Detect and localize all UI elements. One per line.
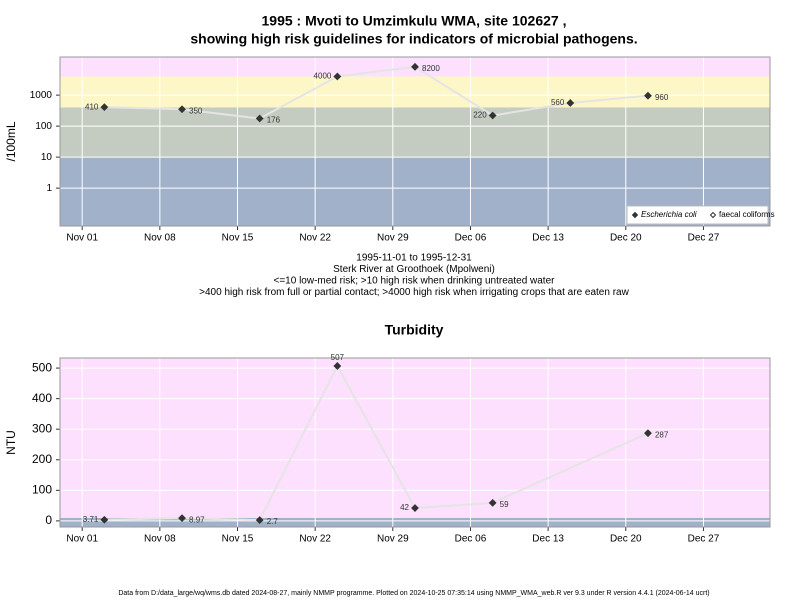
x-tick-label: Nov 22 (299, 233, 331, 244)
x-tick-label: Nov 08 (144, 534, 176, 545)
plot-frame (59, 56, 771, 227)
risk-band (60, 517, 770, 527)
legend-marker (709, 211, 717, 219)
value-label: 220 (473, 111, 487, 120)
data-point (411, 62, 419, 71)
y-axis-label: NTU (4, 430, 18, 455)
x-tick-label: Nov 01 (66, 233, 98, 244)
value-label: 42 (400, 503, 409, 512)
x-tick-label: Dec 20 (610, 233, 642, 244)
x-tick-label: Dec 20 (610, 534, 642, 545)
x-tick-label: Nov 15 (222, 233, 254, 244)
data-point (333, 72, 342, 81)
data-point (411, 504, 419, 512)
chart-title: showing high risk guidelines for indicat… (190, 31, 637, 47)
legend-label: Escherichia coli (641, 210, 697, 219)
chart-title: 1995 : Mvoti to Umzimkulu WMA, site 1026… (262, 13, 567, 29)
y-tick-label: 100 (32, 482, 52, 496)
x-tick-label: Dec 06 (455, 233, 487, 244)
data-point (178, 514, 186, 523)
note: Sterk River at Groothoek (Mpolweni) (333, 264, 495, 275)
legend-label: faecal coliforms (719, 210, 775, 219)
value-label: 960 (655, 93, 669, 102)
data-point (644, 91, 652, 100)
y-tick-label: 10 (41, 152, 53, 163)
value-label: 410 (85, 102, 99, 111)
legend-marker (631, 211, 639, 219)
x-tick-label: Nov 15 (222, 534, 254, 545)
note: 1995-11-01 to 1995-12-31 (356, 253, 472, 264)
data-point (488, 498, 497, 507)
x-tick-label: Nov 22 (299, 534, 331, 545)
data-point (178, 105, 186, 114)
y-tick-label: 0 (45, 513, 52, 527)
footer: Data from D:/data_large/wq/wms.db dated … (118, 590, 709, 597)
data-point (255, 114, 264, 123)
value-label: 8.97 (189, 515, 205, 524)
value-label: 350 (189, 106, 203, 115)
value-label: 2.7 (267, 517, 279, 526)
value-label: 560 (551, 98, 565, 107)
value-label: 287 (655, 430, 669, 439)
data-point (644, 429, 652, 438)
plot-frame (59, 357, 771, 528)
data-point (255, 516, 264, 524)
value-label: 3.71 (83, 515, 99, 524)
x-tick-label: Dec 27 (688, 534, 720, 545)
x-tick-label: Nov 29 (377, 534, 409, 545)
risk-band (60, 107, 770, 158)
x-tick-label: Dec 13 (532, 233, 564, 244)
data-point (566, 99, 575, 107)
value-label: 507 (331, 353, 345, 362)
value-label: 176 (267, 116, 281, 125)
legend-box (626, 205, 769, 225)
x-tick-label: Dec 27 (688, 233, 720, 244)
x-tick-label: Dec 06 (455, 534, 487, 545)
y-axis-label: /100mL (4, 121, 18, 161)
data-point (100, 515, 109, 524)
risk-band (60, 76, 770, 108)
y-tick-label: 400 (32, 391, 52, 405)
y-tick-label: 100 (35, 121, 52, 132)
y-tick-label: 500 (32, 360, 52, 374)
x-tick-label: Nov 29 (377, 233, 409, 244)
value-label: 59 (500, 500, 509, 509)
y-tick-label: 1000 (30, 90, 53, 101)
risk-band (60, 358, 770, 518)
y-tick-label: 300 (32, 421, 52, 435)
data-point (100, 103, 109, 112)
y-tick-label: 200 (32, 452, 52, 466)
x-tick-label: Nov 01 (66, 534, 98, 545)
note: <=10 low-med risk; >10 high risk when dr… (274, 276, 556, 287)
data-point (333, 362, 342, 370)
note: >400 high risk from full or partial cont… (199, 287, 629, 298)
data-point (488, 111, 497, 120)
series-line (104, 65, 649, 120)
x-tick-label: Nov 08 (144, 233, 176, 244)
chart-title: Turbidity (385, 322, 444, 338)
y-tick-label: 1 (46, 183, 52, 194)
value-label: 8200 (422, 64, 440, 73)
x-tick-label: Dec 13 (532, 534, 564, 545)
value-label: 4000 (314, 72, 332, 81)
